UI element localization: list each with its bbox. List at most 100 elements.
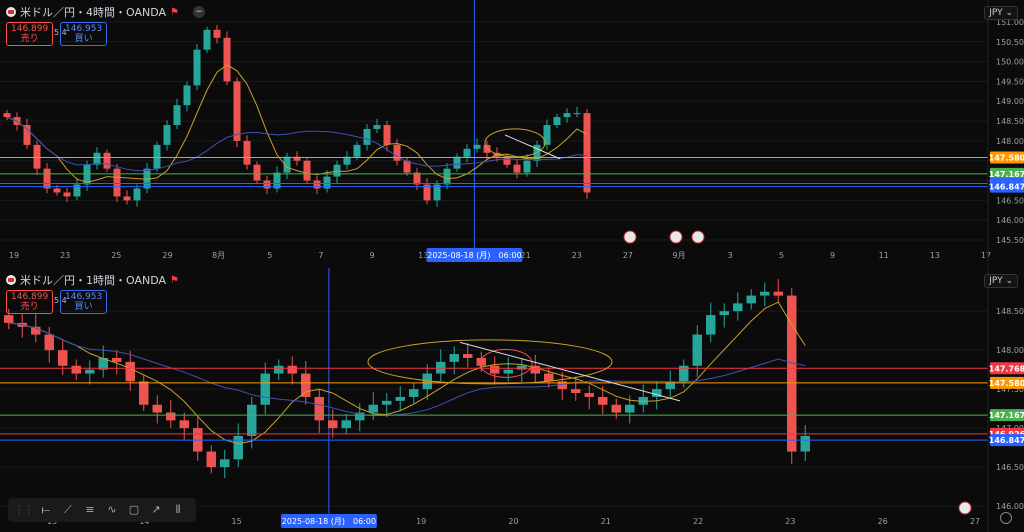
candle-body	[143, 168, 151, 189]
collapse-icon[interactable]: −	[193, 6, 205, 18]
candle-body	[413, 172, 421, 185]
y-tick-label: 147.500	[996, 385, 1024, 394]
candle-body	[213, 29, 221, 38]
currency-selector-1h[interactable]: JPY ⌄	[984, 274, 1018, 288]
candle-body	[746, 295, 756, 304]
horizontal-line-icon[interactable]: ⟝	[41, 503, 51, 516]
candle-body	[557, 381, 567, 390]
candle-body	[573, 113, 581, 115]
x-tick-label: 27	[623, 251, 633, 260]
y-tick-label: 148.000	[996, 137, 1024, 146]
candle-body	[760, 291, 770, 296]
price-level-box	[990, 409, 1024, 422]
price-level-label: 146.847	[989, 183, 1024, 192]
candle-body	[233, 81, 241, 141]
candle-body	[63, 192, 71, 197]
candle-body	[83, 164, 91, 185]
y-tick-label: 146.000	[996, 216, 1024, 225]
candle-body	[355, 412, 365, 421]
x-tick-label: 20	[508, 517, 518, 526]
candle-body	[584, 393, 594, 397]
crosshair-date-label: 2025-08-18 (月) 06:00	[282, 517, 376, 526]
candle-body	[611, 404, 621, 413]
candle-body	[313, 180, 321, 189]
annotation-ellipse	[367, 339, 613, 385]
crosshair-date-box	[280, 514, 377, 528]
settings-icon[interactable]	[1000, 512, 1012, 524]
candle-body	[463, 148, 471, 157]
currency-1h: JPY	[989, 276, 1003, 286]
candle-body	[303, 160, 311, 181]
x-tick-label: 13	[418, 251, 428, 260]
buy-button-4h[interactable]: 146.953 買い	[60, 22, 108, 46]
candle-body	[263, 180, 271, 189]
trend-line-icon[interactable]: ⟋	[64, 503, 72, 516]
candle-body	[706, 315, 716, 335]
y-tick-label: 148.500	[996, 307, 1024, 316]
chart-1h-svg[interactable]: 148.500148.000147.500147.000146.500146.0…	[0, 268, 1024, 532]
currency-selector-4h[interactable]: JPY ⌄	[984, 6, 1018, 20]
drag-handle-icon[interactable]: ⋮⋮	[14, 504, 34, 516]
buy-button-1h[interactable]: 146.953 買い	[60, 290, 108, 314]
channel-icon[interactable]: ≡	[85, 503, 95, 516]
currency-4h: JPY	[989, 8, 1003, 18]
candle-body	[503, 369, 513, 374]
chart-pane-4h[interactable]: 151.000 150.500 150.000 149.500 149.000 148.5…	[0, 0, 1024, 266]
candle-body	[203, 29, 211, 50]
candle-body	[44, 334, 54, 351]
x-tick-label: 11	[879, 251, 889, 260]
y-tick-label: 146.500	[996, 196, 1024, 205]
candle-body	[363, 129, 371, 145]
candle-body	[333, 164, 341, 177]
red-flag-icon[interactable]: ⚑	[170, 6, 179, 18]
x-tick-label: 21	[520, 251, 530, 260]
candle-body	[625, 404, 635, 413]
candle-body	[112, 357, 122, 362]
candle-body	[253, 164, 261, 181]
drawing-toolbar: ⋮⋮ ⟝ ⟋ ≡ ∿ ▢ ↗ ⫴	[8, 498, 196, 522]
chart-pane-1h[interactable]: 148.500148.000147.500147.000146.500146.0…	[0, 268, 1024, 532]
y-tick-label: 148.000	[996, 346, 1024, 355]
y-tick-label: 150.000	[996, 58, 1024, 67]
candle-body	[453, 156, 461, 169]
crosshair-date-box	[426, 248, 523, 262]
candle-body	[544, 373, 554, 382]
price-level-label: 147.167	[989, 411, 1024, 420]
path-icon[interactable]: ∿	[107, 503, 117, 516]
candle-body	[800, 435, 810, 452]
candle-body	[85, 369, 95, 374]
x-tick-label: 23	[785, 517, 795, 526]
candle-body	[449, 354, 459, 362]
candle-body	[503, 156, 511, 165]
candle-body	[563, 113, 571, 118]
x-tick-label: 8月	[212, 251, 225, 260]
ray-icon[interactable]: ↗	[151, 503, 161, 516]
sell-button-4h[interactable]: 146.899 売り	[6, 22, 54, 46]
candle-body	[4, 315, 14, 323]
candle-body	[583, 113, 591, 193]
chart-4h-svg[interactable]: 151.000 150.500 150.000 149.500 149.000 148.5…	[0, 0, 1024, 266]
sell-button-1h[interactable]: 146.899 売り	[6, 290, 54, 314]
economic-event-icon	[669, 230, 683, 244]
candle-body	[223, 37, 231, 82]
buy-label-4h: 買い	[74, 34, 93, 44]
candle-body	[393, 144, 401, 161]
candle-body	[153, 144, 161, 169]
candle-body	[383, 125, 391, 145]
candle-body	[665, 381, 675, 390]
candle-body	[382, 400, 392, 405]
fib-icon[interactable]: ⫴	[175, 503, 181, 516]
candle-body	[423, 184, 431, 201]
candle-body	[513, 164, 521, 173]
candle-body	[328, 420, 338, 429]
candle-body	[341, 420, 351, 429]
candle-body	[473, 144, 481, 149]
price-level-label: 147.580	[989, 154, 1024, 163]
red-flag-icon[interactable]: ⚑	[170, 274, 179, 286]
candle-body	[220, 459, 230, 468]
candle-body	[139, 381, 149, 405]
y-tick-label: 148.500	[996, 117, 1024, 126]
candle-body	[283, 156, 291, 173]
symbol-title-1h: 米ドル／円・1時間・OANDA	[20, 274, 167, 287]
rectangle-icon[interactable]: ▢	[128, 503, 140, 516]
